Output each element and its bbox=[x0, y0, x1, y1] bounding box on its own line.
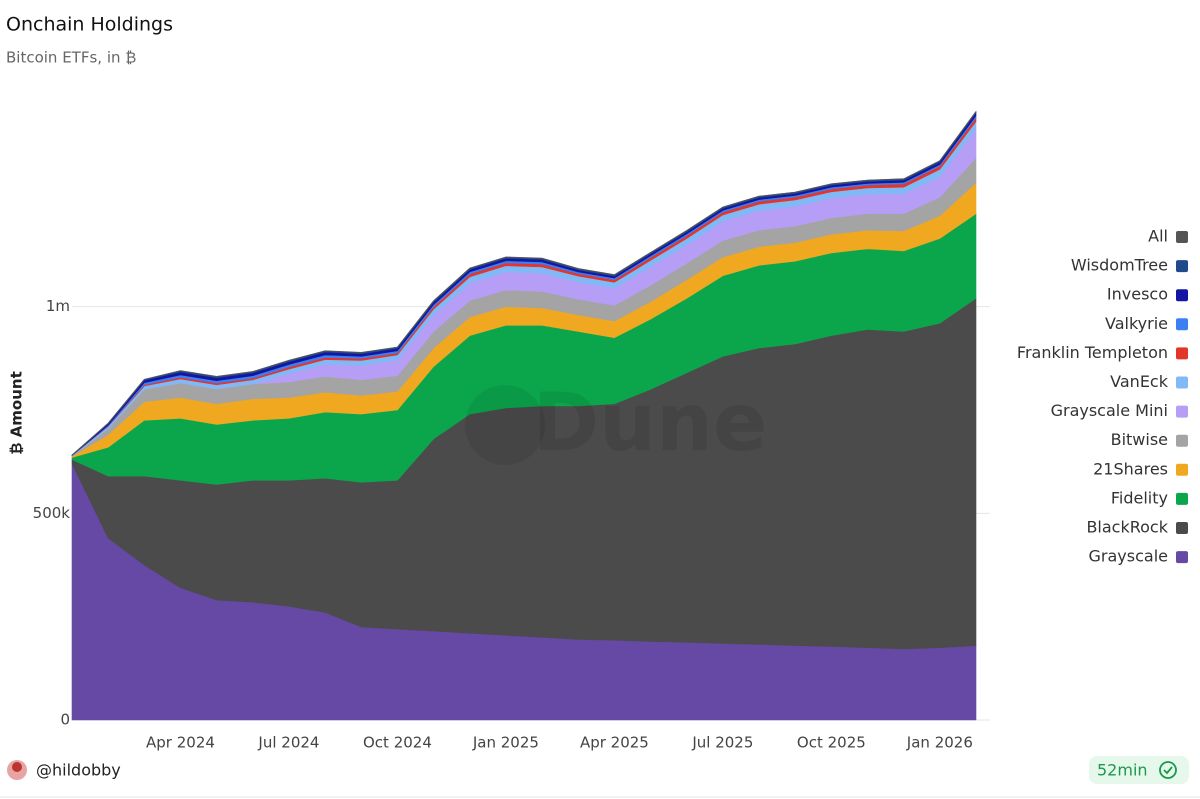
age-text: 52min bbox=[1097, 761, 1148, 780]
y-tick-label: 0 bbox=[60, 711, 70, 729]
legend-label: Grayscale Mini bbox=[1051, 401, 1168, 420]
y-axis-label: ₿ Amount bbox=[8, 371, 26, 455]
legend-swatch bbox=[1176, 522, 1188, 534]
legend-swatch bbox=[1176, 492, 1188, 505]
legend-swatch bbox=[1176, 260, 1188, 273]
legend-label: Invesco bbox=[1107, 285, 1168, 304]
x-tick-label: Jul 2025 bbox=[691, 734, 753, 752]
legend-swatch bbox=[1176, 434, 1188, 447]
chart-subtitle: Bitcoin ETFs, in ₿ bbox=[6, 49, 136, 67]
legend-swatch bbox=[1176, 231, 1188, 243]
legend-label: Fidelity bbox=[1111, 488, 1168, 507]
legend-swatch bbox=[1176, 463, 1188, 476]
y-tick-label: 1m bbox=[46, 297, 70, 315]
avatar-face bbox=[12, 762, 22, 772]
x-tick-label: Oct 2024 bbox=[363, 734, 432, 752]
legend-label: Grayscale bbox=[1089, 547, 1168, 566]
legend-swatch bbox=[1176, 289, 1188, 302]
legend-label: BlackRock bbox=[1086, 518, 1168, 537]
legend-swatch bbox=[1176, 318, 1188, 331]
chart-title: Onchain Holdings bbox=[6, 14, 173, 36]
footer-user[interactable]: @hildobby bbox=[36, 761, 121, 780]
legend-label: Franklin Templeton bbox=[1017, 343, 1168, 362]
x-tick-label: Apr 2025 bbox=[580, 734, 649, 752]
x-tick-label: Jan 2026 bbox=[906, 734, 973, 752]
legend-label: 21Shares bbox=[1093, 459, 1168, 478]
legend-label: WisdomTree bbox=[1071, 256, 1168, 275]
legend-swatch bbox=[1176, 376, 1188, 389]
legend-label: Bitwise bbox=[1111, 430, 1168, 449]
legend-label: VanEck bbox=[1110, 372, 1169, 391]
legend-swatch bbox=[1176, 347, 1188, 360]
legend-label: Valkyrie bbox=[1105, 314, 1168, 333]
legend-swatch bbox=[1176, 405, 1188, 418]
watermark: Dune bbox=[533, 376, 768, 469]
x-tick-label: Apr 2024 bbox=[146, 734, 215, 752]
legend-label: All bbox=[1148, 227, 1168, 246]
legend-swatch bbox=[1176, 551, 1188, 564]
watermark-logo bbox=[465, 385, 545, 465]
check-mark bbox=[1163, 766, 1173, 775]
x-tick-label: Oct 2025 bbox=[797, 734, 866, 752]
y-tick-label: 500k bbox=[33, 504, 71, 522]
x-tick-label: Jan 2025 bbox=[472, 734, 539, 752]
x-tick-label: Jul 2024 bbox=[257, 734, 319, 752]
line bbox=[71, 111, 977, 456]
check-icon bbox=[1159, 761, 1177, 779]
